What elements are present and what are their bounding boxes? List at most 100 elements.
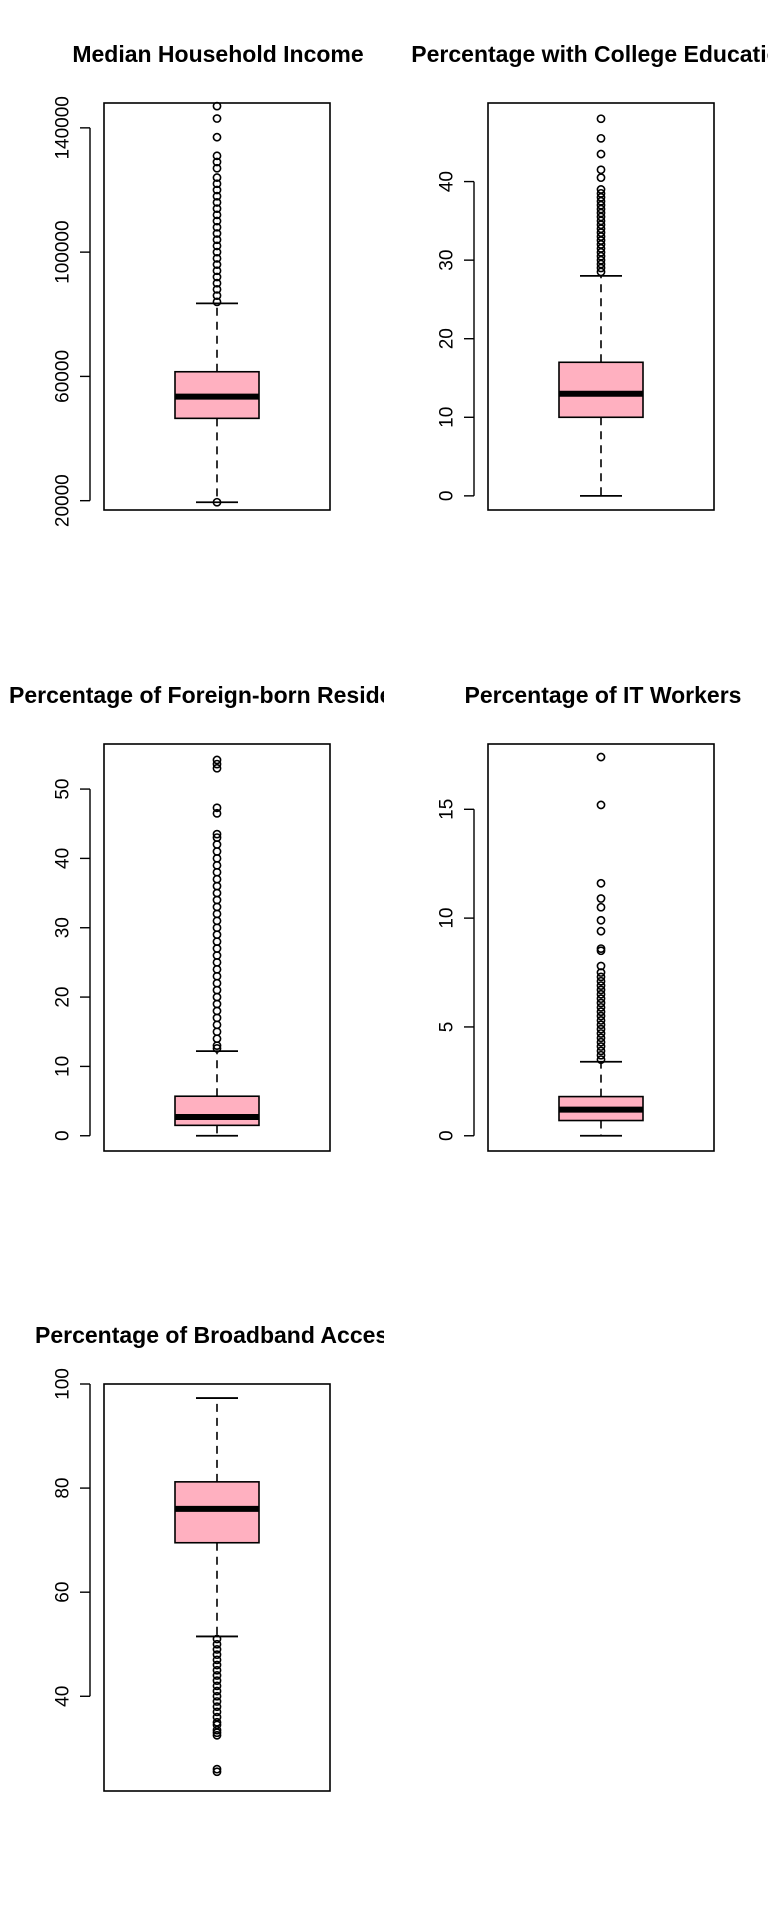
outlier-point <box>212 755 222 765</box>
outlier-point <box>212 1639 222 1649</box>
outlier-point <box>596 1037 606 1047</box>
outlier-point <box>212 210 222 220</box>
outlier-point <box>596 972 606 982</box>
iqr-box <box>174 1481 260 1544</box>
outlier-point <box>212 1650 222 1660</box>
y-tick-label: 140000 <box>53 96 74 159</box>
outlier-point <box>212 173 222 182</box>
outlier-point <box>212 895 222 905</box>
outlier-point <box>596 1020 606 1030</box>
panel-5: Percentage of Broadband Access 40 60 80 100 <box>35 1322 401 1792</box>
outlier-point <box>212 1686 222 1696</box>
outlier-point <box>212 132 222 142</box>
outlier-point <box>596 961 606 971</box>
outlier-point <box>596 114 606 124</box>
outlier-point <box>212 114 222 123</box>
outlier-point <box>596 998 606 1008</box>
outlier-point <box>212 1671 222 1680</box>
outlier-point <box>212 840 222 849</box>
y-tick-label: 40 <box>53 1686 74 1707</box>
iqr-box <box>174 1095 260 1127</box>
outlier-point <box>596 1002 606 1012</box>
outlier-point <box>212 253 222 263</box>
outlier-point <box>212 241 222 251</box>
outlier-point <box>212 1043 222 1053</box>
outlier-point <box>212 951 222 960</box>
y-tick-label: 0 <box>437 1130 458 1141</box>
outlier-point <box>212 847 222 856</box>
outlier-point <box>596 1007 606 1017</box>
y-tick-label: 20000 <box>53 474 74 527</box>
outlier-point <box>212 1027 222 1037</box>
outlier-point <box>212 1764 222 1774</box>
outlier-point <box>596 1024 606 1034</box>
y-tick-label: 10 <box>437 407 458 428</box>
chart-title: Percentage with College Education <box>411 41 768 67</box>
plot-frame <box>103 1383 331 1792</box>
outlier-point <box>596 1033 606 1043</box>
y-tick-label: 20 <box>53 987 74 1008</box>
outlier-point <box>212 247 222 257</box>
outlier-point <box>212 266 222 276</box>
outlier-point <box>596 944 606 953</box>
outlier-point <box>212 1665 222 1675</box>
outlier-point <box>212 958 222 967</box>
outlier-point <box>212 1020 222 1030</box>
outlier-point <box>212 1728 222 1738</box>
outlier-point <box>212 1730 222 1740</box>
outlier-point <box>212 235 222 245</box>
outlier-point <box>212 985 222 995</box>
outlier-point <box>212 191 222 201</box>
outlier-point <box>212 198 222 207</box>
y-tick-label: 30 <box>437 250 458 271</box>
outlier-point <box>212 1645 222 1654</box>
outlier-point <box>212 916 222 926</box>
outlier-point <box>212 497 222 507</box>
chart-title: Median Household Income <box>72 41 363 67</box>
y-tick-label: 30 <box>53 917 74 938</box>
outlier-point <box>212 759 222 769</box>
outlier-point <box>212 971 222 981</box>
outlier-point <box>212 854 222 863</box>
panel-3: Percentage of Foreign-born Residents 0 10 2… <box>9 682 427 1152</box>
outlier-point <box>596 188 606 198</box>
outlier-point <box>596 1050 606 1060</box>
outlier-point <box>212 833 222 843</box>
outlier-point <box>212 829 222 839</box>
chart-title: Percentage of Foreign-born Residents <box>9 682 427 708</box>
outlier-point <box>212 297 222 307</box>
y-tick-label: 50 <box>53 778 74 799</box>
y-tick-label: 40 <box>53 848 74 869</box>
outlier-point <box>596 926 606 936</box>
outlier-point <box>212 923 222 933</box>
chart-title: Percentage of Broadband Access <box>35 1322 401 1348</box>
outlier-point <box>212 278 222 288</box>
outlier-point <box>212 1634 222 1644</box>
outlier-point <box>596 981 606 990</box>
outlier-point <box>212 185 222 195</box>
outlier-point <box>212 1725 222 1735</box>
y-tick-label: 10 <box>437 908 458 929</box>
outlier-point <box>212 860 222 870</box>
outlier-point <box>212 229 222 238</box>
outlier-point <box>212 1681 222 1691</box>
outlier-point <box>596 1042 606 1051</box>
outlier-point <box>212 888 222 898</box>
outlier-point <box>212 909 222 919</box>
outlier-point <box>596 994 606 1004</box>
outlier-point <box>212 1655 222 1665</box>
outlier-point <box>596 1046 606 1056</box>
outlier-point <box>596 1011 606 1021</box>
outlier-point <box>212 1702 222 1712</box>
chart-title: Percentage of IT Workers <box>465 682 742 708</box>
outlier-point <box>212 1707 222 1717</box>
outlier-point <box>212 1006 222 1016</box>
outlier-point <box>596 976 606 986</box>
outlier-point <box>596 915 606 925</box>
outlier-point <box>596 878 606 888</box>
outlier-point <box>596 185 606 194</box>
panel-1: Median Household Income 20000 60000 100000 1… <box>53 41 364 527</box>
outlier-point <box>596 894 606 903</box>
y-tick-label: 60000 <box>53 350 74 403</box>
